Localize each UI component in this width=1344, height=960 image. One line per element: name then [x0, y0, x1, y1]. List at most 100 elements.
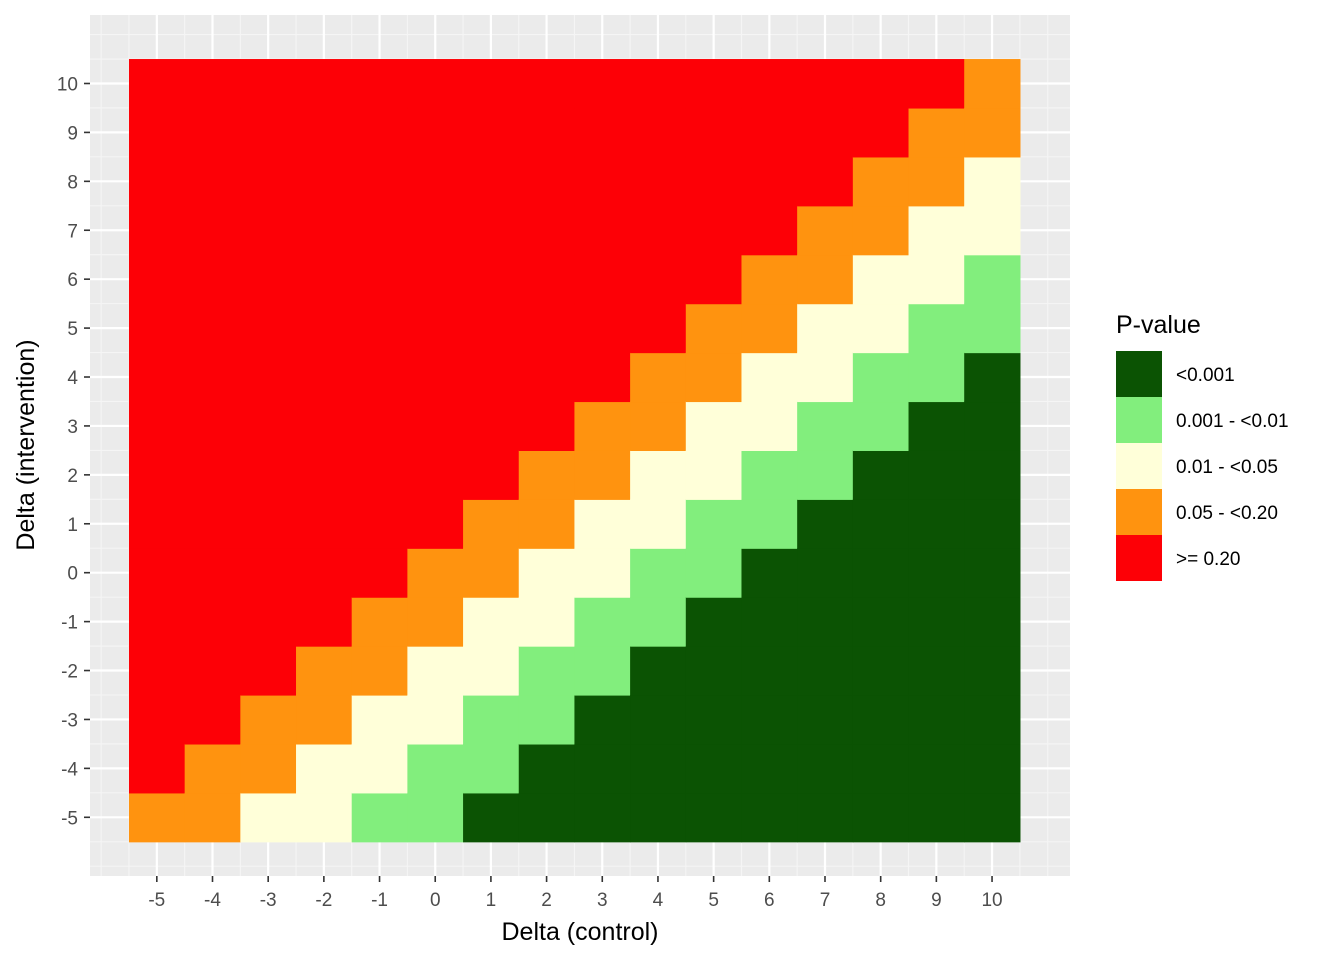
heatmap-tile [852, 792, 910, 843]
heatmap-tile [240, 156, 297, 207]
heatmap-tile [296, 303, 353, 354]
heatmap-tile [685, 107, 743, 158]
heatmap-tile [852, 107, 910, 158]
heatmap-tile [296, 254, 353, 305]
heatmap-tile [296, 743, 353, 794]
heatmap-tile [797, 646, 854, 696]
heatmap-tile [351, 401, 408, 451]
heatmap-tile [518, 499, 576, 549]
heatmap-tile [685, 597, 743, 647]
heatmap-tile [128, 646, 186, 696]
heatmap-tile [240, 694, 297, 745]
heatmap-tile [685, 792, 743, 843]
heatmap-tile [296, 646, 353, 696]
x-tick-label: 8 [875, 890, 886, 911]
heatmap-tile [852, 450, 910, 500]
heatmap-tile [351, 597, 408, 647]
heatmap-tile [296, 597, 353, 647]
y-tick-label: -1 [61, 613, 78, 634]
heatmap-tile [574, 548, 631, 598]
heatmap-tile [407, 107, 464, 158]
heatmap-tile [574, 156, 631, 207]
heatmap-tile [797, 303, 854, 354]
heatmap-tile [351, 694, 408, 745]
legend-key [1116, 535, 1162, 581]
heatmap-tile [296, 548, 353, 598]
heatmap-tile [518, 401, 576, 451]
heatmap-tile [351, 254, 408, 305]
heatmap-tile [574, 597, 631, 647]
heatmap-tile [908, 107, 965, 158]
heatmap-tile [852, 597, 910, 647]
heatmap-tile [741, 352, 798, 403]
heatmap-tile [741, 450, 798, 500]
heatmap-tile [463, 646, 520, 696]
heatmap-tile [964, 646, 1021, 696]
heatmap-tile [685, 743, 743, 794]
heatmap-tile [518, 59, 576, 109]
heatmap-tile [630, 401, 687, 451]
heatmap-tile [184, 254, 241, 305]
legend-key [1116, 397, 1162, 443]
x-tick-label: 9 [931, 890, 942, 911]
y-tick-label: 5 [67, 319, 78, 340]
heatmap-tile [574, 205, 631, 256]
heatmap-tile [574, 303, 631, 354]
x-tick-label: -4 [204, 890, 221, 911]
heatmap-tile [240, 107, 297, 158]
heatmap-tile [574, 59, 631, 109]
heatmap-tile [184, 303, 241, 354]
heatmap-tile [128, 450, 186, 500]
heatmap-tile [296, 450, 353, 500]
heatmap-tile [351, 548, 408, 598]
heatmap-tile [184, 548, 241, 598]
heatmap-tile [797, 743, 854, 794]
heatmap-tile [463, 792, 520, 843]
heatmap-tile [797, 792, 854, 843]
heatmap-tile [518, 107, 576, 158]
heatmap-tile [964, 694, 1021, 745]
heatmap-tile [964, 107, 1021, 158]
heatmap-tile [128, 303, 186, 354]
heatmap-tile [240, 792, 297, 843]
heatmap-tile [128, 352, 186, 403]
heatmap-tile [630, 59, 687, 109]
heatmap-tile [240, 401, 297, 451]
heatmap-tile [463, 694, 520, 745]
heatmap-tile [184, 401, 241, 451]
heatmap-tile [351, 450, 408, 500]
y-tick-label: -4 [61, 759, 78, 780]
heatmap-tile [407, 205, 464, 256]
heatmap-tile [797, 107, 854, 158]
heatmap-tile [741, 548, 798, 598]
heatmap-tile [630, 694, 687, 745]
legend-key [1116, 443, 1162, 489]
heatmap-tile [240, 205, 297, 256]
heatmap-tile [574, 107, 631, 158]
heatmap-tile [908, 352, 965, 403]
heatmap-tile [852, 694, 910, 745]
y-tick-label: 10 [57, 74, 78, 95]
heatmap-tile [574, 401, 631, 451]
y-tick-label: 9 [67, 123, 78, 144]
heatmap-tile [407, 59, 464, 109]
heatmap-tile [240, 548, 297, 598]
x-tick-label: 2 [541, 890, 552, 911]
heatmap-tile [296, 694, 353, 745]
heatmap-tile [964, 597, 1021, 647]
heatmap-tile [630, 792, 687, 843]
heatmap-tile [797, 352, 854, 403]
heatmap-tile [741, 597, 798, 647]
heatmap-tile [128, 107, 186, 158]
heatmap-tile [908, 743, 965, 794]
heatmap-tile [685, 352, 743, 403]
x-tick-label: 3 [597, 890, 608, 911]
heatmap-tile [407, 254, 464, 305]
heatmap-tile [852, 303, 910, 354]
heatmap-tile [964, 401, 1021, 451]
heatmap-tile [964, 792, 1021, 843]
x-tick-label: 0 [430, 890, 441, 911]
heatmap-tile [797, 499, 854, 549]
y-tick-label: 7 [67, 221, 78, 242]
